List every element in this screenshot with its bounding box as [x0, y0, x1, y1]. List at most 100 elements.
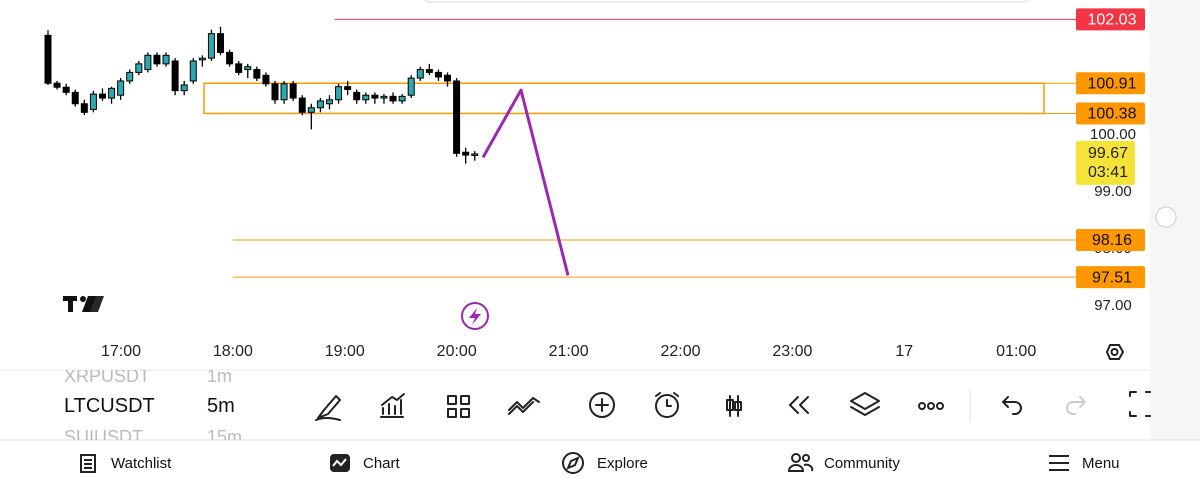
- alert-tool[interactable]: [655, 394, 679, 418]
- candle-body: [126, 71, 134, 82]
- watchlist-symbol[interactable]: LTCUSDT: [64, 395, 155, 417]
- replay-icon[interactable]: [461, 302, 489, 330]
- price-label-bg: [1076, 102, 1145, 125]
- tv-logo: [63, 296, 104, 312]
- candle-body: [89, 93, 97, 110]
- candle-body: [207, 33, 215, 59]
- candle-body: [325, 99, 333, 105]
- replay-tool[interactable]: [789, 396, 809, 414]
- candle-body: [198, 57, 206, 61]
- replay-bolt: [469, 308, 481, 325]
- price-label-bg: [1076, 266, 1145, 289]
- candle-body: [253, 69, 261, 79]
- x-tick-label: 21:00: [549, 343, 589, 360]
- watchlist-picker[interactable]: XRPUSDT 1m LTCUSDT 5m SUIUSDT 15m: [48, 370, 268, 440]
- candle-body: [289, 83, 297, 99]
- scroll-handle[interactable]: [1155, 206, 1177, 228]
- compare-tool[interactable]: [508, 397, 540, 415]
- trend-drawing: [481, 88, 570, 276]
- candle-body: [71, 91, 79, 105]
- candle-body: [226, 51, 234, 65]
- popup-edge: [424, 0, 1030, 3]
- last-price-bg: [1076, 140, 1135, 185]
- candle-body: [453, 80, 461, 154]
- x-tick-label: 23:00: [772, 343, 812, 360]
- candle-body: [262, 74, 270, 85]
- y-tick-label: 99.00: [1094, 183, 1132, 200]
- watchlist-symbol[interactable]: SUIUSDT: [64, 427, 144, 440]
- candle-body: [217, 33, 225, 53]
- candle-body: [407, 77, 415, 96]
- candle-body: [444, 74, 452, 82]
- candle-body: [344, 86, 352, 91]
- watchlist-symbol[interactable]: XRPUSDT: [64, 370, 151, 386]
- nav-icons: [80, 452, 1069, 474]
- draw-tool[interactable]: [315, 395, 341, 421]
- watchlist-interval[interactable]: 5m: [207, 395, 235, 417]
- candle-body: [62, 86, 70, 93]
- more-tool[interactable]: [918, 402, 926, 410]
- candle-body: [80, 103, 88, 113]
- price-label-bg: [1076, 72, 1145, 95]
- indicators-tool[interactable]: [380, 393, 405, 418]
- fullscreen-tool[interactable]: [1129, 391, 1151, 417]
- candle-body: [189, 60, 197, 82]
- y-tick-label: 100.00: [1090, 126, 1136, 143]
- candle-body: [298, 97, 306, 113]
- nav-item[interactable]: Community: [824, 455, 900, 472]
- last-price: 99.67: [1088, 145, 1128, 162]
- candle-body: [280, 83, 288, 101]
- nav-item[interactable]: Chart: [363, 455, 401, 472]
- candle-body: [98, 93, 106, 99]
- candle-body: [307, 107, 315, 113]
- candle-body: [44, 34, 52, 84]
- x-tick-label: 17: [895, 343, 913, 360]
- price-label: 97.51: [1092, 269, 1132, 286]
- redo-tool[interactable]: [1066, 396, 1086, 415]
- price-label: 102.03: [1088, 12, 1137, 29]
- candle-body: [471, 153, 479, 156]
- settings-icon[interactable]: [1105, 344, 1125, 360]
- candle-body: [389, 95, 397, 102]
- chart-type-tool[interactable]: [726, 395, 742, 417]
- x-tick-label: 19:00: [325, 343, 365, 360]
- price-label-bg: [1076, 8, 1145, 31]
- nav-item[interactable]: Watchlist: [111, 455, 172, 472]
- candle-body: [462, 151, 470, 156]
- candle-body: [162, 54, 170, 65]
- price-label: 98.16: [1092, 232, 1132, 249]
- price-label: 100.38: [1088, 106, 1137, 123]
- candle-body: [108, 87, 116, 99]
- y-tick-label: 97.00: [1094, 297, 1132, 314]
- toolbar: [315, 389, 1151, 423]
- x-tick-label: 17:00: [101, 343, 141, 360]
- candle-body: [144, 54, 152, 71]
- candle-body: [271, 83, 279, 101]
- add-tool[interactable]: [589, 392, 615, 418]
- x-tick-label: 01:00: [996, 343, 1036, 360]
- candle-body: [353, 91, 361, 101]
- undo-tool[interactable]: [1002, 396, 1022, 415]
- price-label: 100.91: [1088, 75, 1137, 92]
- x-tick-label: 22:00: [660, 343, 700, 360]
- candle-body: [53, 82, 61, 88]
- layers-tool[interactable]: [850, 392, 880, 416]
- nav-item[interactable]: Menu: [1082, 455, 1120, 472]
- templates-tool[interactable]: [447, 395, 470, 418]
- candle-body: [371, 94, 379, 99]
- candle-body: [316, 100, 324, 109]
- watchlist-interval[interactable]: 15m: [207, 427, 243, 440]
- candle-body: [117, 80, 125, 96]
- candle-body: [235, 63, 243, 73]
- candle-body: [135, 63, 143, 73]
- nav-item[interactable]: Explore: [597, 455, 648, 472]
- x-tick-label: 20:00: [437, 343, 477, 360]
- price-label-bg: [1076, 229, 1145, 252]
- candle-body: [244, 66, 252, 71]
- candle-body: [335, 86, 343, 101]
- watchlist-interval[interactable]: 1m: [207, 370, 233, 386]
- candle-body: [398, 95, 406, 102]
- candle-body: [180, 84, 188, 92]
- countdown: 03:41: [1088, 164, 1128, 181]
